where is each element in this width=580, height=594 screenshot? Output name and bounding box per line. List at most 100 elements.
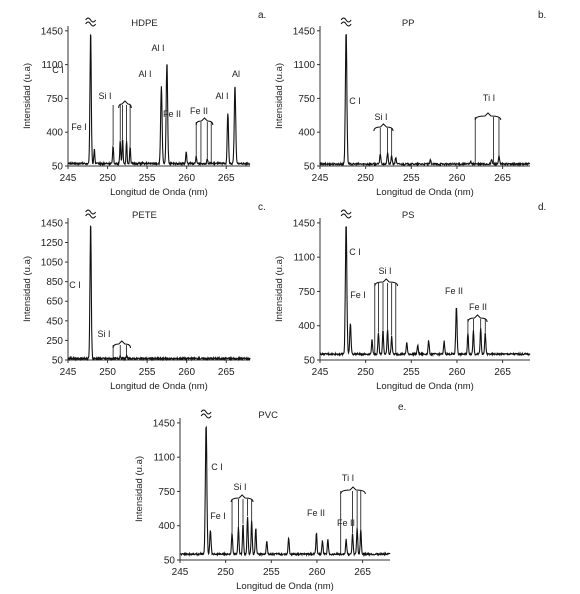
peak-label: Si I: [97, 329, 110, 339]
axis-break-mark: [340, 209, 352, 215]
y-tick-label: 1100: [293, 60, 315, 71]
x-tick-label: 265: [354, 567, 371, 578]
y-tick-label: 1450: [41, 26, 64, 37]
x-tick-label: 245: [60, 367, 77, 378]
x-tick-label: 255: [139, 173, 156, 184]
peak-label: C I: [211, 462, 223, 472]
peak-label: C I: [69, 280, 81, 290]
x-tick-label: 250: [99, 367, 116, 378]
x-tick-label: 260: [309, 567, 326, 578]
peak-label: C I: [349, 247, 361, 257]
y-tick-label: 1450: [293, 26, 316, 37]
x-axis-title: Longitud de Onda (nm): [110, 381, 208, 392]
y-tick-label: 650: [46, 297, 63, 308]
peak-label: Fe II: [163, 109, 181, 119]
axis-break-mark: [340, 17, 352, 23]
x-tick-label: 265: [218, 173, 235, 184]
axis-break-mark: [85, 17, 97, 23]
y-tick-label: 1450: [41, 218, 64, 229]
x-tick-label: 255: [263, 567, 280, 578]
x-tick-label: 250: [357, 173, 374, 184]
panel-label: c.: [258, 202, 266, 213]
y-tick-label: 50: [52, 356, 64, 367]
spectrum-line: [319, 34, 531, 167]
bracket: [112, 340, 132, 349]
peak-label: Si I: [98, 91, 111, 101]
y-tick-label: 850: [46, 277, 63, 288]
peak-label: Fe II: [307, 508, 325, 518]
panel-label: d.: [538, 202, 546, 213]
bracket: [230, 494, 254, 503]
chart-panel-pete: 50 250 450 650 850 1050 1250 1450 245 250 255 260 26…: [22, 202, 266, 392]
peak-label: Al I: [151, 43, 164, 53]
x-tick-label: 245: [312, 367, 329, 378]
bracket: [373, 123, 394, 132]
x-axis-title: Longitud de Onda (nm): [236, 581, 334, 592]
axis-break-mark: [85, 209, 97, 215]
axis-break-mark: [340, 21, 352, 27]
y-tick-label: 400: [298, 321, 315, 332]
x-tick-label: 260: [178, 173, 195, 184]
bracket: [374, 278, 399, 287]
chart-title: HDPE: [131, 18, 157, 29]
x-axis-title: Longitud de Onda (nm): [376, 381, 474, 392]
x-tick-label: 260: [178, 367, 195, 378]
y-tick-label: 1450: [153, 418, 176, 429]
y-tick-label: 50: [304, 162, 316, 173]
chart-title: PS: [402, 210, 415, 221]
y-tick-label: 1100: [293, 253, 315, 264]
x-tick-label: 255: [403, 367, 420, 378]
y-tick-label: 400: [46, 128, 63, 139]
peak-label: C I: [349, 96, 361, 106]
y-axis-title: Intensidad (u.a): [22, 63, 33, 129]
bracket: [118, 100, 132, 109]
chart-title: PETE: [132, 210, 157, 221]
y-tick-label: 750: [298, 287, 315, 298]
chart-panel-hdpe: 50 400 750 1100 1450 245 250 255 260 265 Longitud …: [22, 10, 266, 198]
bracket: [195, 117, 214, 126]
y-tick-label: 1100: [153, 453, 175, 464]
x-axis-title: Longitud de Onda (nm): [376, 187, 474, 198]
y-tick-label: 1050: [41, 258, 64, 269]
peak-label: Si I: [374, 112, 387, 122]
spectrum-line: [179, 425, 391, 558]
x-tick-label: 265: [494, 367, 511, 378]
axis-break-mark: [200, 413, 212, 419]
peak-label: Fe II: [190, 106, 208, 116]
axis-break-mark: [340, 213, 352, 219]
x-tick-label: 255: [139, 367, 156, 378]
axis-break-mark: [85, 21, 97, 27]
chart-panel-pp: 50 400 750 1100 1450 245 250 255 260 265 Longitud …: [274, 10, 546, 198]
panel-label: b.: [538, 10, 546, 21]
peak-label: Ti I: [342, 473, 354, 483]
spectrum-line: [319, 226, 531, 358]
peak-label: Fe I: [71, 122, 87, 132]
chart-panel-pvc: 50 400 750 1100 1450 245 250 255 260 265 Longitud …: [134, 402, 406, 592]
bracket: [474, 112, 502, 121]
x-tick-label: 255: [403, 173, 420, 184]
peak-label: Si I: [233, 482, 246, 492]
x-tick-label: 265: [494, 173, 511, 184]
x-tick-label: 265: [218, 367, 235, 378]
y-tick-label: 1250: [41, 238, 64, 249]
peak-label: Fe II: [445, 286, 463, 296]
peak-label: Al I: [138, 69, 151, 79]
y-tick-label: 250: [46, 336, 63, 347]
x-tick-label: 245: [172, 567, 189, 578]
y-axis-title: Intensidad (u.a): [134, 456, 145, 522]
axis-break-mark: [200, 409, 212, 415]
spectrum-line: [67, 225, 251, 362]
x-tick-label: 250: [217, 567, 234, 578]
bracket: [467, 314, 488, 323]
y-tick-label: 50: [52, 162, 64, 173]
x-tick-label: 250: [357, 367, 374, 378]
panel-label: a.: [258, 10, 266, 21]
panel-label: e.: [398, 402, 406, 413]
peak-label: Fe II: [469, 302, 487, 312]
x-tick-label: 245: [60, 173, 77, 184]
chart-title: PVC: [258, 410, 278, 421]
y-tick-label: 750: [46, 94, 63, 105]
chart-title: PP: [402, 18, 415, 29]
x-tick-label: 260: [449, 173, 466, 184]
peak-label: C I: [52, 65, 64, 75]
